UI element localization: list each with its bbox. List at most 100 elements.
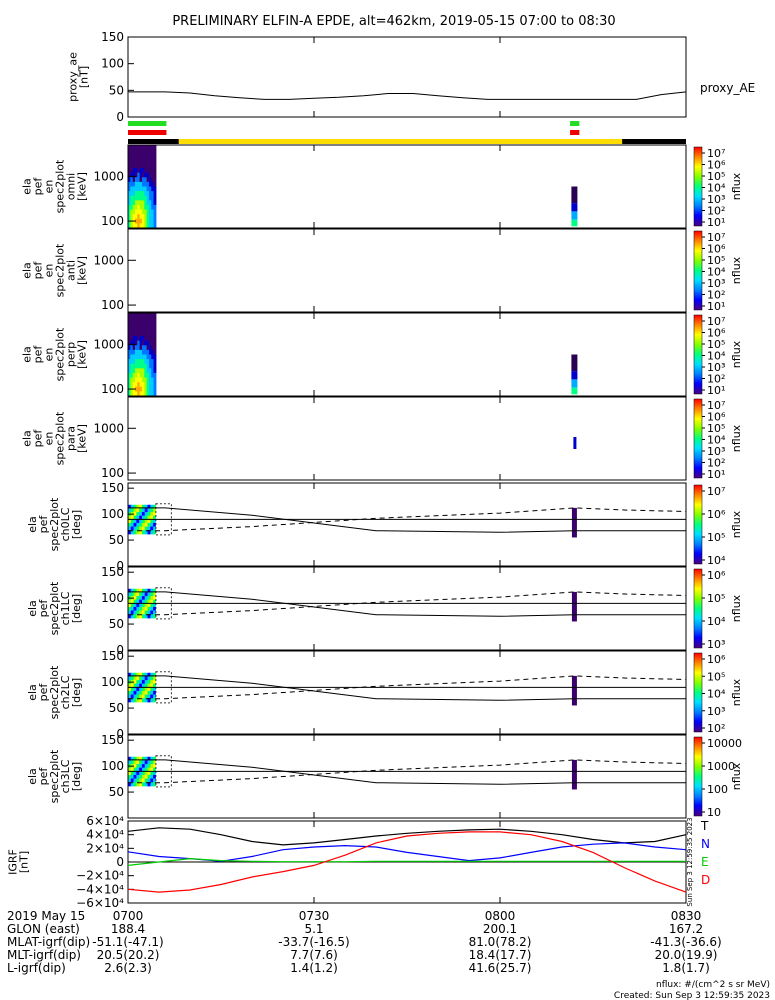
lc-spectrogram-cell <box>153 522 157 528</box>
spectrogram-cell <box>146 191 150 197</box>
lc-spectrogram-cell <box>130 530 135 535</box>
spectrogram-cell <box>146 313 150 319</box>
spectrogram-cell <box>148 382 152 388</box>
lc-spectrogram-cell <box>128 588 132 593</box>
lc-spectrogram-cell <box>153 610 157 615</box>
spectrogram-cell <box>153 359 157 365</box>
lc-spectrogram-cell <box>141 764 146 769</box>
spectrogram-cell <box>148 363 152 369</box>
lc-spectrogram-cell <box>147 588 151 593</box>
spectrogram-cell <box>139 163 143 169</box>
lc-spectrogram-cell <box>128 690 132 696</box>
colorbar-tick-label: 10⁷ <box>707 399 725 412</box>
lc-spectrogram-cell <box>141 778 146 783</box>
spectrogram-cell <box>132 158 136 164</box>
spectrogram-cell <box>153 322 157 328</box>
lc-spectrogram-cell <box>136 606 140 612</box>
spectrogram-cell <box>134 209 138 215</box>
lc-spectrogram-cell <box>150 672 154 677</box>
spectrogram-cell <box>144 326 148 332</box>
lc-spectrogram-cell <box>147 760 151 765</box>
spectrogram-cell <box>153 349 157 355</box>
lc-spectrogram-cell <box>128 782 132 787</box>
lc-spectrogram-cell <box>153 588 157 593</box>
colorbar-label: nflux <box>730 256 743 284</box>
y-axis-label: [nT] <box>18 851 31 873</box>
lc-spectrogram-cell <box>128 522 132 528</box>
loss-cone-line <box>128 507 686 533</box>
spectrogram-cell <box>139 209 143 215</box>
lc-spectrogram-cell <box>153 606 157 612</box>
lc-spectrogram-cell <box>130 698 135 703</box>
lc-spectrogram-cell <box>150 690 154 696</box>
colorbar-tick-label: 10⁴ <box>707 266 726 279</box>
spectrogram-cell <box>146 317 150 323</box>
spectrogram-cell <box>146 372 150 379</box>
spectrogram-cell <box>134 204 138 211</box>
lc-spectrogram-cell <box>147 522 151 528</box>
spectrogram-cell <box>128 331 131 337</box>
y-axis-label: [keV] <box>76 256 89 285</box>
lc-spectrogram-cell <box>147 603 151 608</box>
colorbar-tick-label: 10³ <box>707 277 725 290</box>
spectrogram-cell <box>132 313 136 319</box>
spectrogram-cell <box>139 368 143 374</box>
lc-spectrogram-cell <box>133 530 137 535</box>
y-tick-label: 150 <box>101 30 124 44</box>
y-axis-label: [deg] <box>70 762 83 791</box>
spectrogram-cell <box>139 363 143 369</box>
footer-value: 20.0(19.9) <box>655 948 718 962</box>
panel-frame <box>127 566 687 651</box>
spectrogram-cell <box>130 313 134 319</box>
lc-spectrogram-cell <box>153 767 157 772</box>
lc-spectrogram-cell <box>147 614 151 619</box>
spectrogram-cell <box>134 363 138 369</box>
lc-spectrogram-cell <box>130 694 135 699</box>
colorbar-tick-label: 10⁵ <box>707 592 725 605</box>
lc-spectrogram-cell <box>150 588 154 593</box>
lc-spectrogram-cell <box>139 764 143 769</box>
spectrogram-cell <box>151 363 155 369</box>
lc-spectrogram-cell <box>147 515 151 520</box>
lc-spectrogram-cell <box>150 698 154 703</box>
lc-spectrogram-cell <box>130 519 135 524</box>
spectrogram-cell <box>148 158 152 164</box>
y-axis-label: pef <box>37 683 50 702</box>
y-axis-label: [deg] <box>70 678 83 707</box>
spectrogram-cell <box>139 204 143 211</box>
y-tick-label: 4×10⁴ <box>86 828 124 842</box>
spectrogram-cell <box>134 195 138 201</box>
spectrogram-cell <box>144 363 148 369</box>
y-axis-label: proxy_ae <box>67 52 80 102</box>
lc-spectrogram-cell <box>130 774 135 780</box>
spectrogram-streak <box>573 437 577 449</box>
spectrogram-cell <box>132 382 136 388</box>
colorbar <box>693 736 703 817</box>
y-axis-label: para <box>65 426 78 451</box>
lc-spectrogram-cell <box>139 760 143 765</box>
spectrogram-cell <box>148 214 152 220</box>
lc-spectrogram-cell <box>128 519 132 524</box>
spectrogram-cell <box>144 172 148 178</box>
spectrogram-cell <box>148 154 152 160</box>
spectrogram-cell <box>141 368 145 374</box>
lc-spectrogram-cell <box>130 690 135 696</box>
colorbar-tick-label: 10³ <box>707 193 725 206</box>
spectrogram-cell <box>137 172 141 178</box>
spectrogram-cell <box>146 359 150 365</box>
spectrogram-cell <box>148 359 152 365</box>
lc-spectrogram-cell <box>153 530 157 535</box>
spectrogram-cell <box>146 386 150 392</box>
lc-spectrogram-cell <box>153 512 157 517</box>
spectrogram-cell <box>132 204 136 211</box>
spectrogram-cell <box>153 377 157 383</box>
spectrogram-cell <box>139 223 143 229</box>
spectrogram-cell <box>134 336 138 342</box>
panel-perp: 1000100elapefenspec2plotperp[keV]10⁷10⁶1… <box>21 312 743 397</box>
spectrogram-cell <box>153 186 157 192</box>
y-axis-label: spec2plot <box>54 411 67 465</box>
spectrogram-cell <box>146 331 150 337</box>
spectrogram-cell <box>146 354 150 360</box>
spectrogram-cell <box>151 195 155 201</box>
spectrogram-cell <box>132 172 136 178</box>
